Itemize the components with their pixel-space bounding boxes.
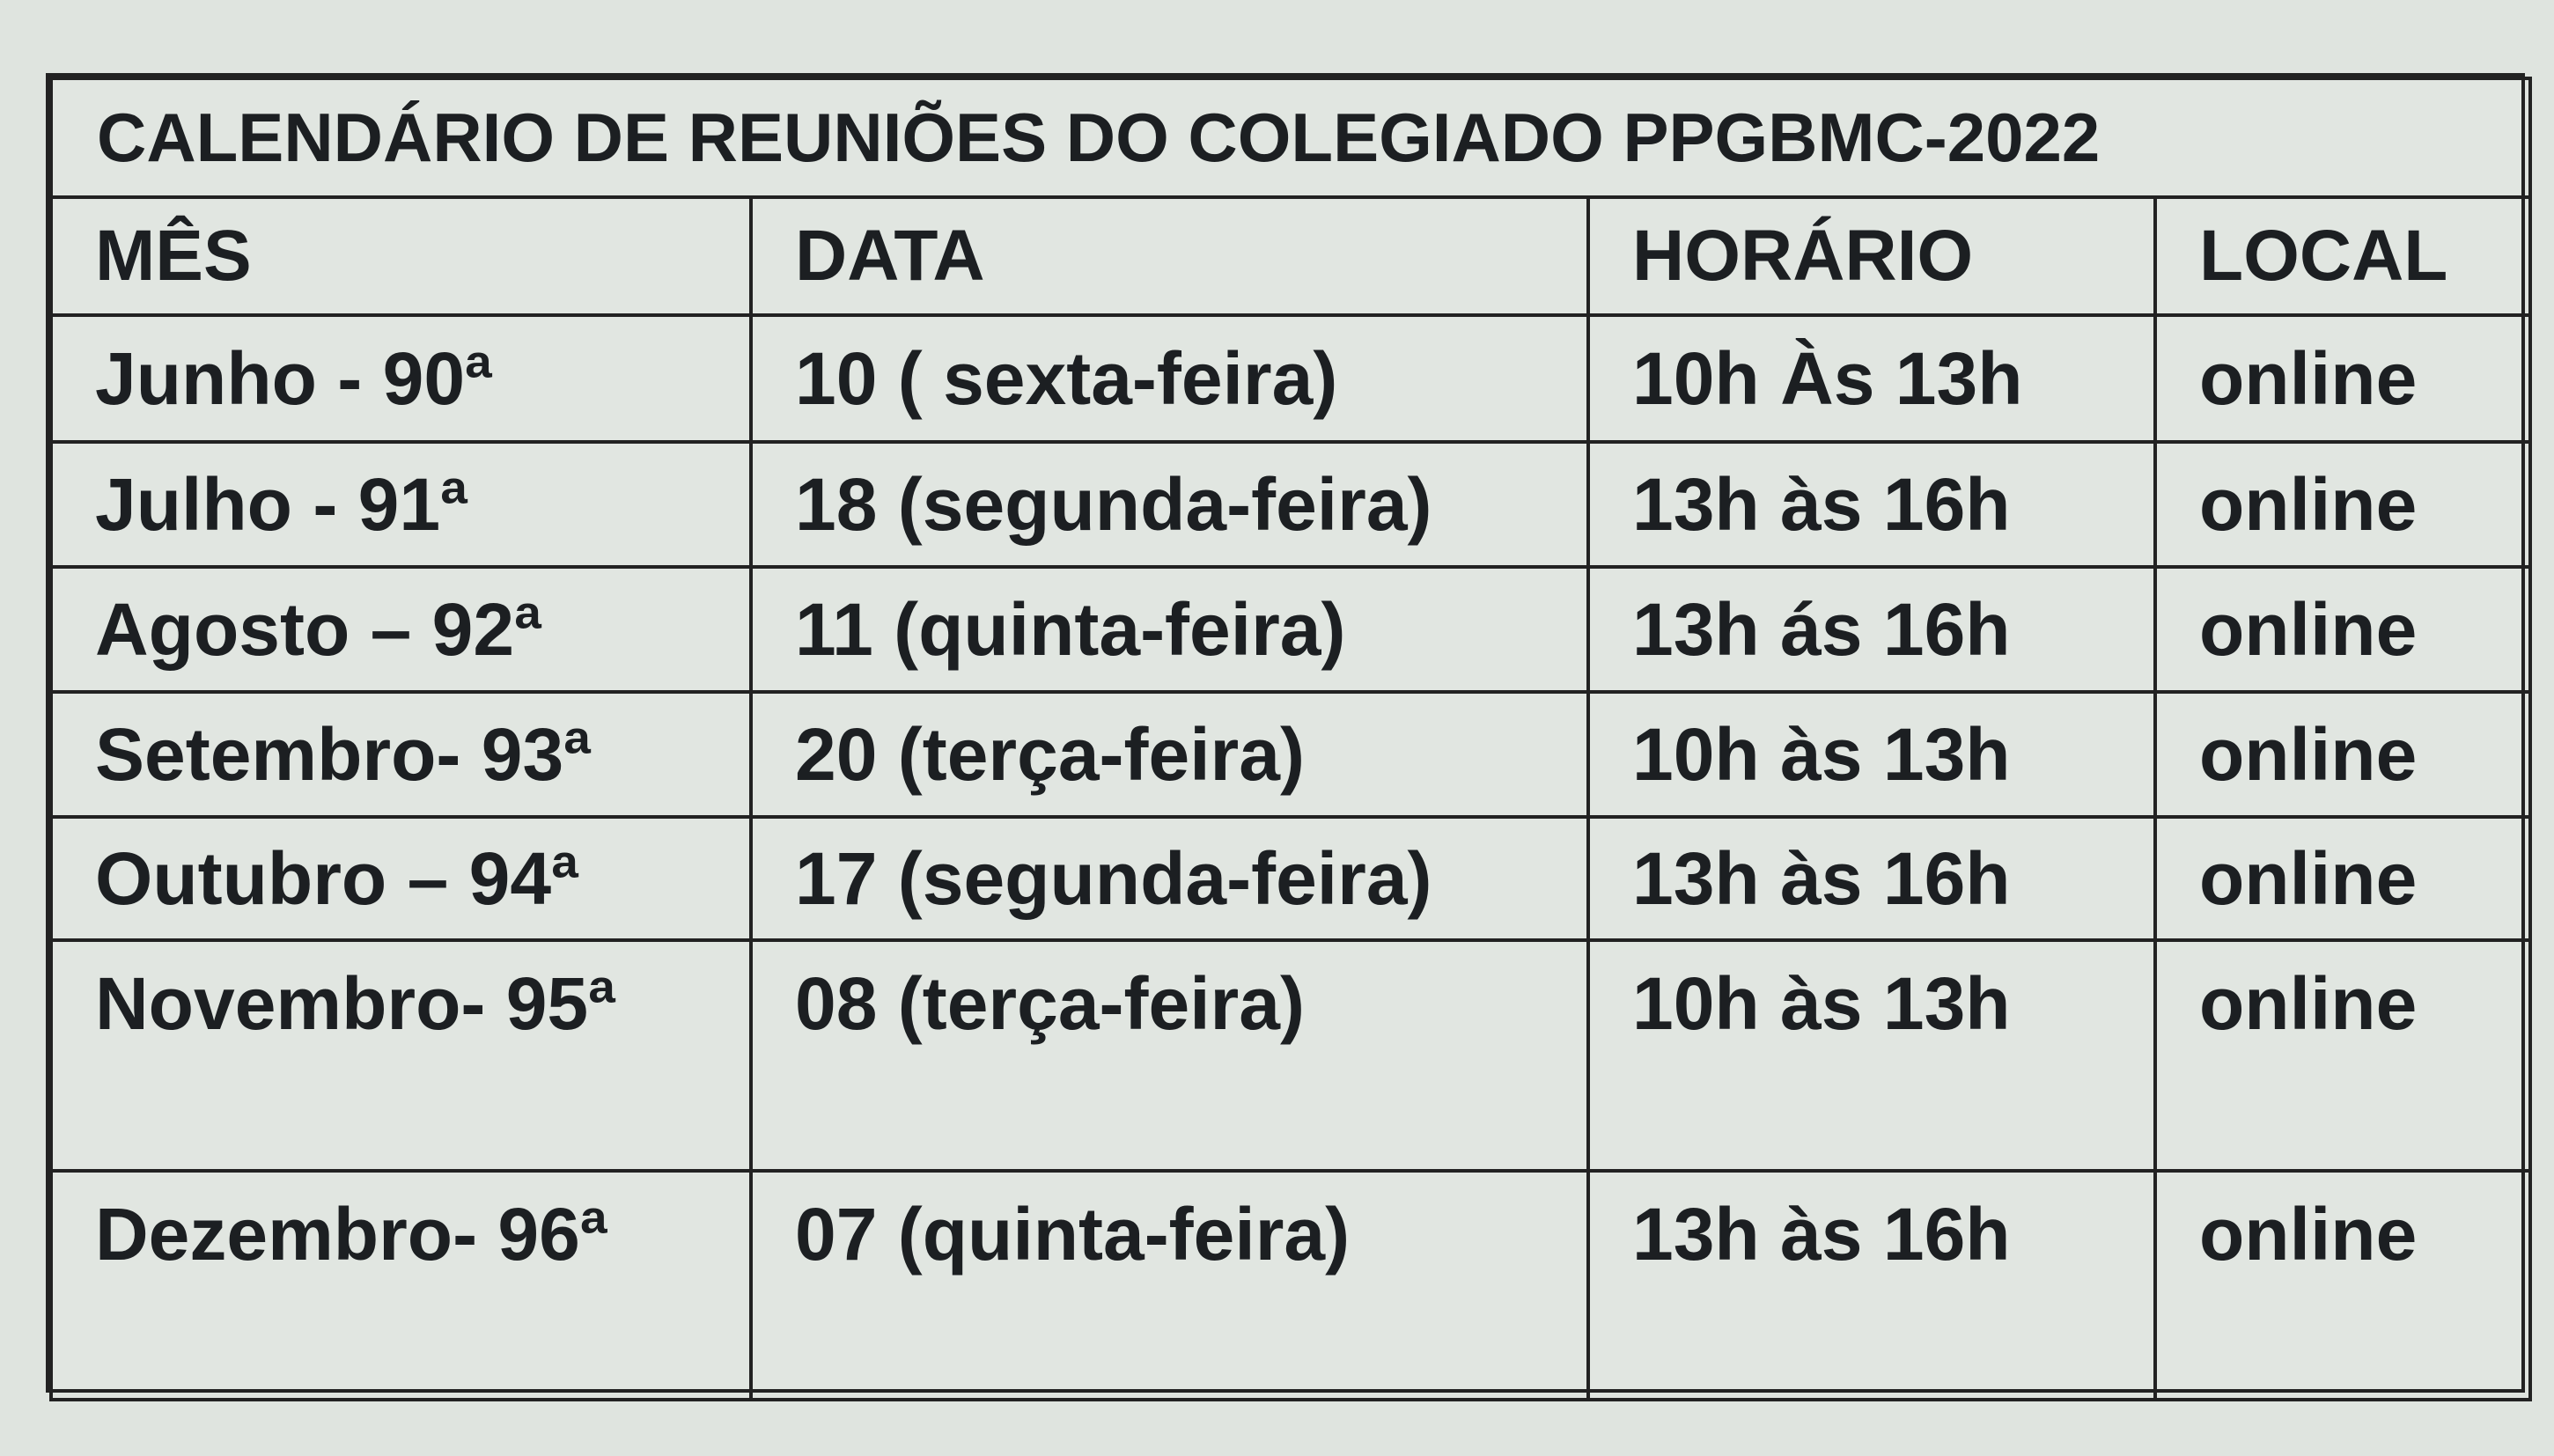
time-cell: 13h às 16h [1586, 440, 2157, 569]
location-cell: online [2153, 440, 2533, 569]
month-cell: Setembro- 93ª [49, 690, 753, 819]
location-cell: online [2153, 313, 2533, 444]
header-time: HORÁRIO [1586, 195, 2157, 317]
date-cell: 20 (terça-feira) [749, 690, 1590, 819]
table-row: Novembro- 95ª 08 (terça-feira) 10h às 13… [49, 938, 2533, 1173]
table-row: Agosto – 92ª 11 (quinta-feira) 13h ás 16… [49, 565, 2533, 694]
table-row: Junho - 90ª 10 ( sexta-feira) 10h Às 13h… [49, 313, 2533, 444]
table-row: Dezembro- 96ª 07 (quinta-feira) 13h às 1… [49, 1169, 2533, 1401]
date-cell: 07 (quinta-feira) [749, 1169, 1590, 1401]
table-row: Setembro- 93ª 20 (terça-feira) 10h às 13… [49, 690, 2533, 819]
time-cell: 10h às 13h [1586, 690, 2157, 819]
time-cell: 10h Às 13h [1586, 313, 2157, 444]
time-cell: 13h às 16h [1586, 1169, 2157, 1401]
date-cell: 08 (terça-feira) [749, 938, 1590, 1173]
location-cell: online [2153, 690, 2533, 819]
location-cell: online [2153, 815, 2533, 942]
location-cell: online [2153, 1169, 2533, 1401]
location-cell: online [2153, 565, 2533, 694]
date-cell: 11 (quinta-feira) [749, 565, 1590, 694]
time-cell: 13h às 16h [1586, 815, 2157, 942]
header-month: MÊS [49, 195, 753, 317]
month-cell: Julho - 91ª [49, 440, 753, 569]
header-location: LOCAL [2153, 195, 2533, 317]
date-cell: 18 (segunda-feira) [749, 440, 1590, 569]
month-cell: Outubro – 94ª [49, 815, 753, 942]
table-title: CALENDÁRIO DE REUNIÕES DO COLEGIADO PPGB… [48, 77, 2533, 199]
table-row: Julho - 91ª 18 (segunda-feira) 13h às 16… [49, 440, 2533, 569]
location-cell: online [2153, 938, 2533, 1173]
month-cell: Agosto – 92ª [49, 565, 753, 694]
time-cell: 13h ás 16h [1586, 565, 2157, 694]
date-cell: 17 (segunda-feira) [749, 815, 1590, 942]
month-cell: Novembro- 95ª [49, 938, 753, 1173]
header-date: DATA [749, 195, 1590, 317]
table-row: Outubro – 94ª 17 (segunda-feira) 13h às … [49, 815, 2533, 942]
date-cell: 10 ( sexta-feira) [749, 313, 1590, 444]
month-cell: Dezembro- 96ª [49, 1169, 753, 1401]
time-cell: 10h às 13h [1586, 938, 2157, 1173]
meeting-calendar-table: CALENDÁRIO DE REUNIÕES DO COLEGIADO PPGB… [46, 73, 2533, 1401]
month-cell: Junho - 90ª [49, 313, 753, 444]
